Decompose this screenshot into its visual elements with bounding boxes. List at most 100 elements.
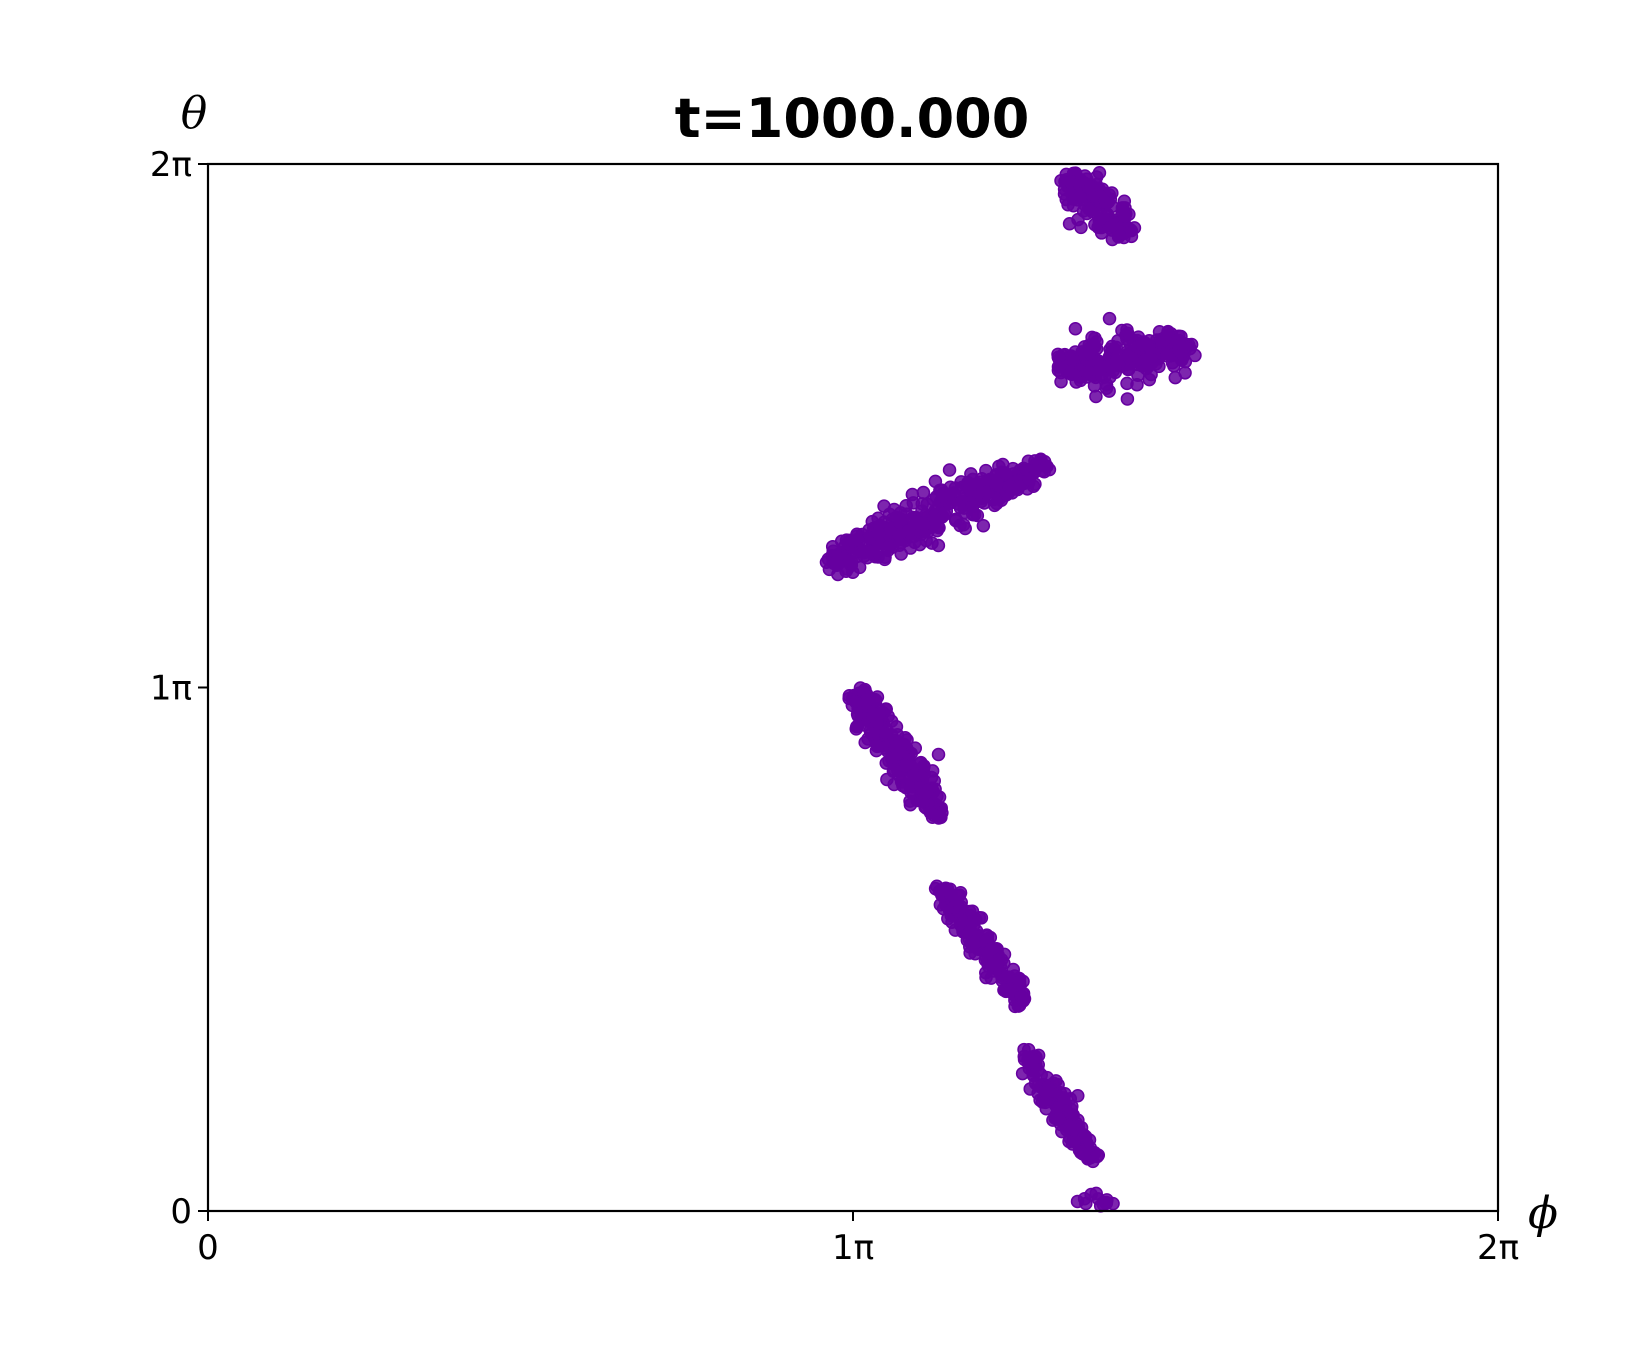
data-point <box>1120 392 1135 406</box>
data-point <box>1039 459 1054 474</box>
data-point <box>871 526 886 541</box>
data-point <box>1038 1084 1053 1098</box>
data-point <box>1092 356 1106 370</box>
data-point <box>908 741 923 755</box>
data-point <box>917 787 932 801</box>
data-point <box>967 935 982 950</box>
data-point <box>1152 359 1166 374</box>
data-point <box>951 497 966 511</box>
data-point <box>1178 366 1192 380</box>
data-point <box>1023 1082 1037 1096</box>
data-point <box>1064 365 1079 380</box>
data-point <box>939 504 954 518</box>
data-point <box>1082 346 1096 361</box>
data-point <box>966 507 980 522</box>
x-axis-label: ϕ <box>1528 1188 1558 1239</box>
data-point <box>870 739 884 754</box>
data-point <box>880 772 894 787</box>
data-point <box>1111 349 1125 363</box>
x-tick-label: 0 <box>197 1228 219 1268</box>
data-point <box>860 695 874 710</box>
chart-title: t=1000.000 <box>675 87 1030 150</box>
data-point <box>932 790 947 804</box>
data-point <box>927 512 941 527</box>
data-point <box>915 504 929 518</box>
data-point <box>1014 989 1029 1003</box>
data-point <box>1080 364 1095 378</box>
data-point <box>1026 1068 1041 1083</box>
data-point <box>850 707 865 722</box>
data-point <box>984 942 999 956</box>
data-point <box>903 797 918 812</box>
data-point <box>1081 1152 1095 1166</box>
data-point <box>911 516 925 530</box>
data-point <box>880 541 894 556</box>
data-point <box>1054 375 1068 389</box>
data-point <box>1038 1095 1053 1110</box>
data-point <box>1174 329 1188 344</box>
y-axis-label: θ <box>181 88 208 139</box>
plot-frame <box>206 162 1500 1213</box>
data-point <box>1079 1196 1093 1211</box>
data-point <box>936 491 950 505</box>
data-point <box>850 532 865 547</box>
data-point <box>1102 384 1116 398</box>
data-point <box>846 565 860 580</box>
data-point <box>925 810 940 825</box>
data-point <box>931 747 946 762</box>
data-point <box>942 463 957 477</box>
data-point <box>990 476 1004 490</box>
x-tick-label: 1π <box>832 1228 874 1268</box>
data-point <box>1006 461 1020 476</box>
data-point <box>1066 1122 1081 1137</box>
data-point <box>968 946 982 961</box>
y-tick-label: 0 <box>170 1192 192 1232</box>
data-point <box>1124 229 1139 244</box>
axis-ticks: 0 1π 2π 0 1π 2π <box>150 145 1519 1268</box>
data-point <box>1051 350 1066 364</box>
data-point <box>1071 212 1085 227</box>
data-point <box>872 706 887 720</box>
data-point <box>886 750 900 765</box>
data-point <box>828 554 842 568</box>
data-point <box>1073 190 1087 205</box>
data-point <box>1161 324 1175 339</box>
data-point <box>945 915 959 929</box>
data-point <box>1082 180 1097 195</box>
scatter-points <box>819 166 1202 1213</box>
data-point <box>979 485 994 500</box>
data-point <box>924 770 939 785</box>
data-point <box>976 519 991 533</box>
data-point <box>1065 353 1080 367</box>
data-point <box>1021 1051 1036 1065</box>
data-point <box>1028 477 1042 491</box>
data-point <box>989 496 1004 511</box>
data-point <box>1082 1133 1097 1147</box>
data-point <box>1083 202 1097 216</box>
data-point <box>949 512 963 526</box>
data-point <box>925 536 939 550</box>
data-point <box>892 528 907 542</box>
data-point <box>952 888 967 902</box>
data-point <box>1089 389 1103 404</box>
data-point <box>1028 462 1043 476</box>
data-point <box>1122 350 1137 365</box>
data-point <box>858 735 872 750</box>
data-point <box>1120 326 1135 341</box>
data-point <box>905 487 920 502</box>
data-point <box>887 763 902 777</box>
data-point <box>1118 209 1132 223</box>
y-tick-label: 2π <box>150 145 192 185</box>
data-point <box>1012 975 1027 989</box>
data-point <box>1106 364 1120 378</box>
data-point <box>1104 218 1119 233</box>
data-point <box>1135 337 1149 351</box>
data-point <box>1010 480 1025 495</box>
data-point <box>1160 349 1174 363</box>
data-point <box>899 499 913 513</box>
data-point <box>985 957 1000 972</box>
data-point <box>972 911 987 925</box>
data-point <box>877 725 891 739</box>
data-point <box>863 545 878 560</box>
data-point <box>891 736 905 750</box>
